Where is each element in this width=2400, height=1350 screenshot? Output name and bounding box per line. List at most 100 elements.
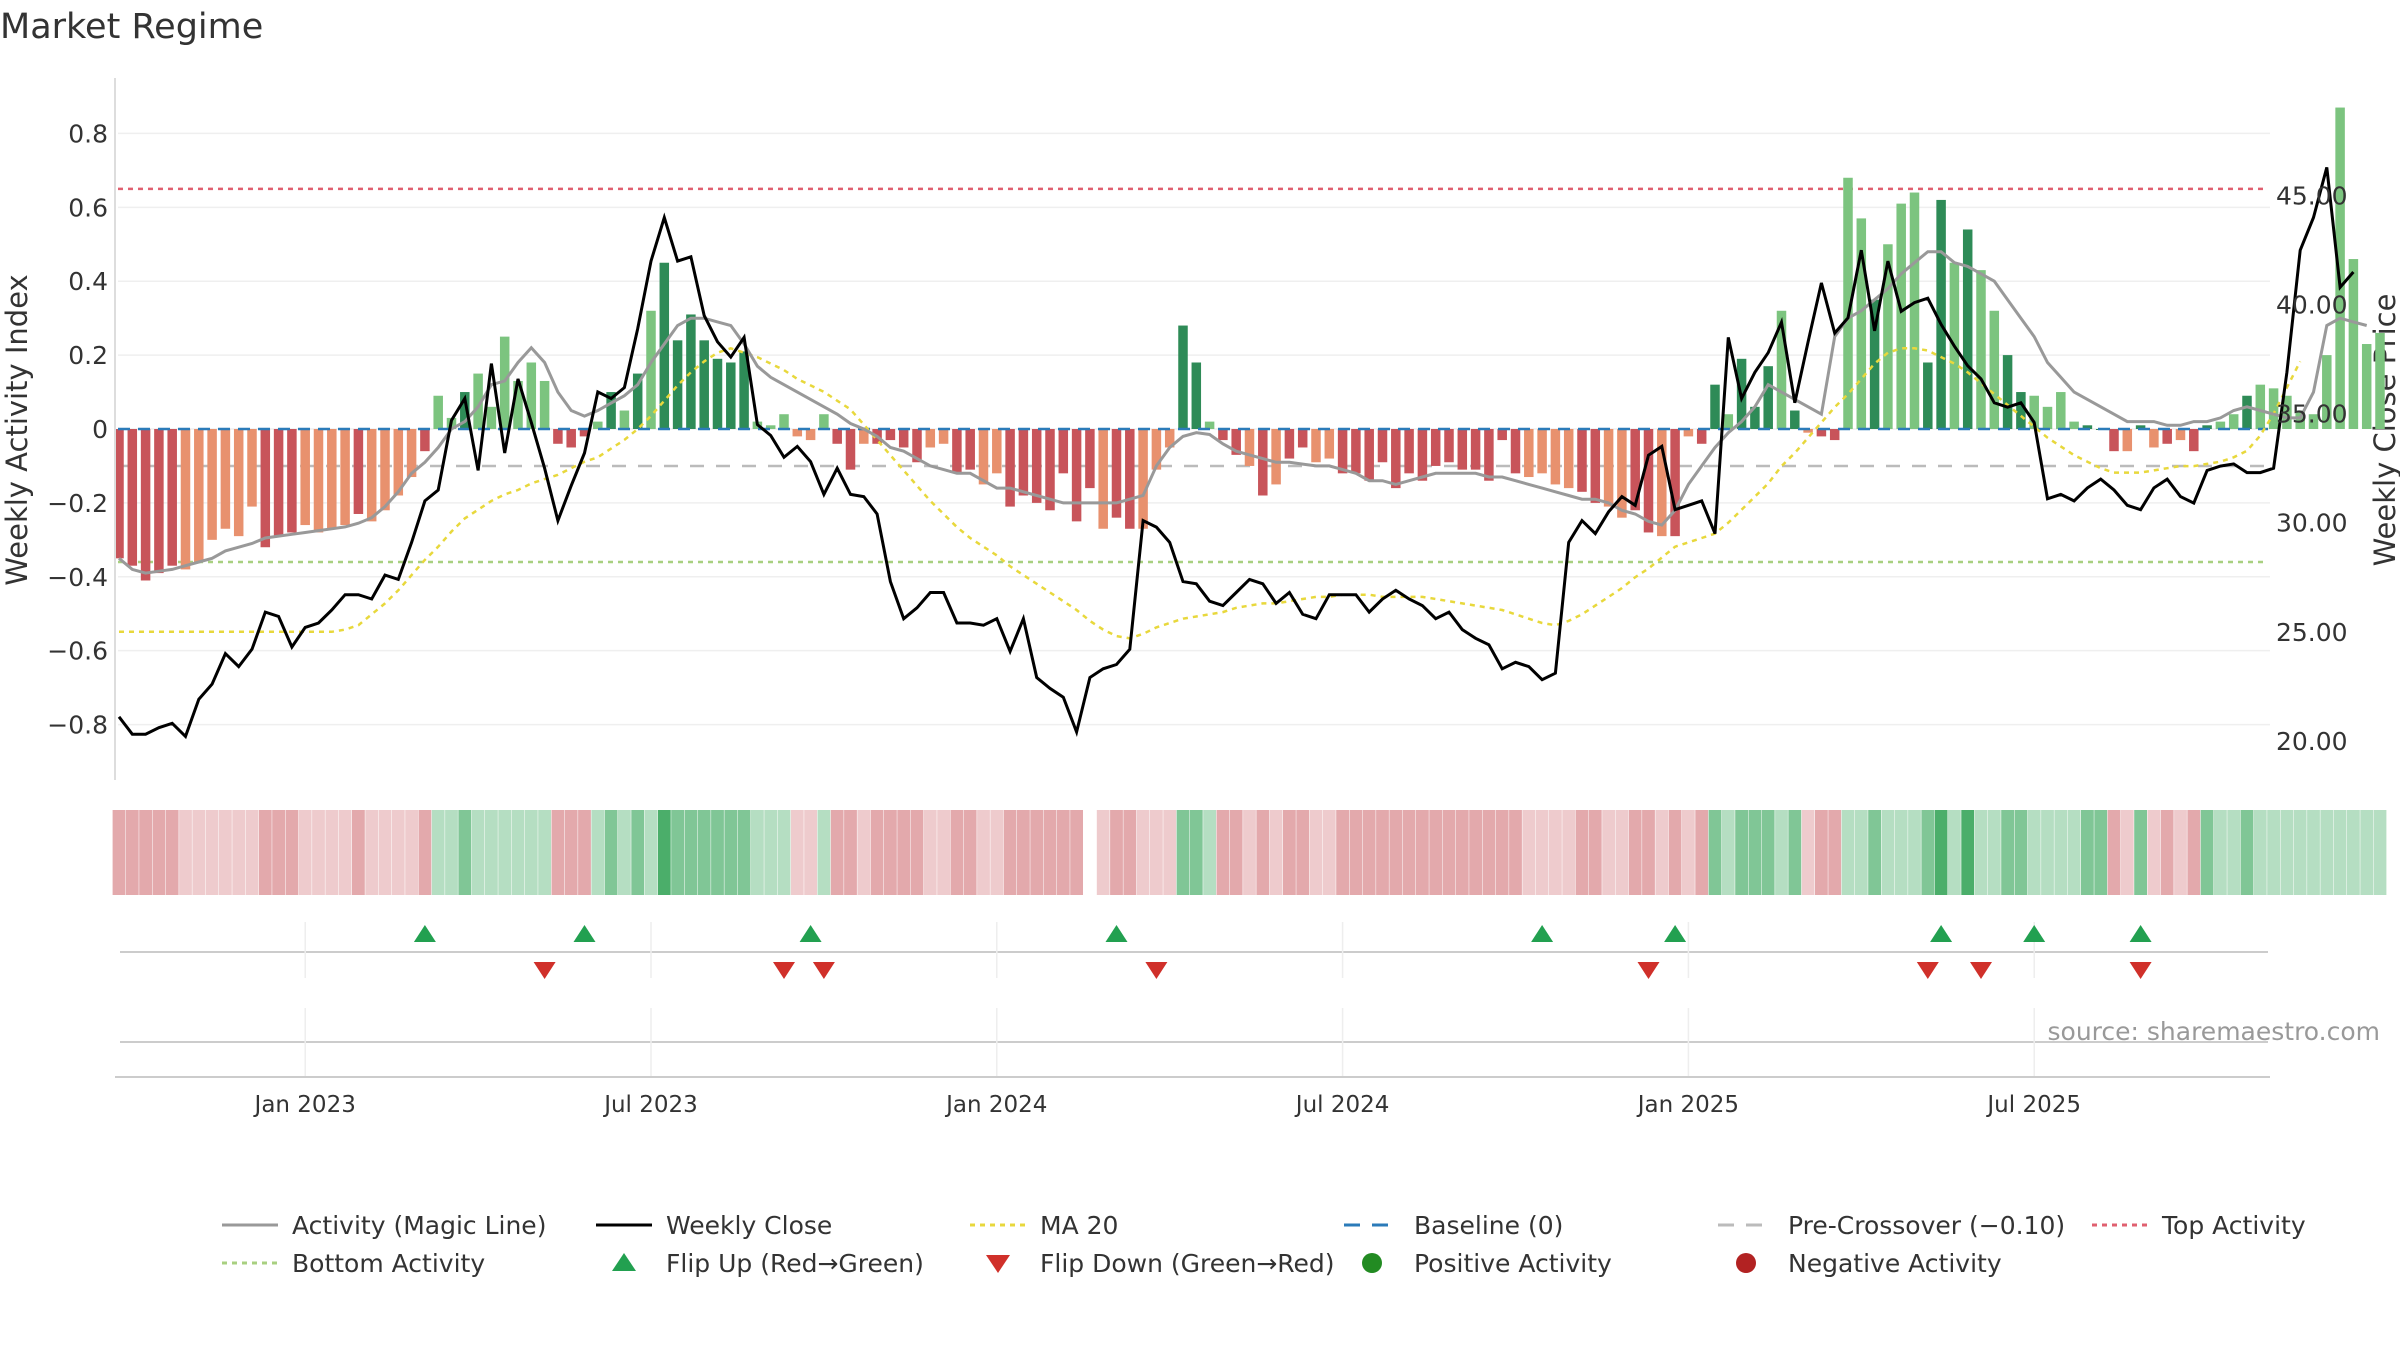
activity-bar [1803,429,1813,433]
activity-bar [1976,270,1986,429]
heatmap-cell [1562,810,1576,895]
heatmap-cell [471,810,485,895]
heatmap-cell [1216,810,1230,895]
x-tick-label: Jul 2023 [602,1092,698,1118]
activity-bar [2308,414,2319,429]
activity-bar [1324,429,1335,459]
activity-bar [1191,362,1202,429]
activity-bar [1444,429,1454,463]
activity-bar [912,429,922,463]
heatmap-cell [711,810,724,895]
activity-bar [1337,429,1348,474]
activity-bar [1524,429,1534,478]
activity-bar [2016,392,2026,429]
heatmap-cell [897,810,911,895]
heatmap-cell [2041,810,2054,895]
heatmap-cell [1176,810,1190,895]
activity-bar [553,429,563,444]
activity-bar [1590,429,1601,503]
heatmap-cell [2160,810,2174,895]
activity-bar [845,429,856,470]
heatmap-cell [1336,810,1349,895]
activity-bar [2282,395,2292,429]
activity-bar [2029,395,2039,429]
heatmap-cell [1801,810,1815,895]
activity-bar [2175,429,2186,441]
activity-bar [1603,429,1614,507]
heatmap-cell [1495,810,1509,895]
activity-bar [1909,192,1920,429]
activity-bar [632,373,643,429]
heatmap-cell [2054,810,2068,895]
heatmap-cell [258,810,272,895]
activity-bar [1563,429,1574,489]
heatmap-cell [1203,810,1216,895]
legend-item: Flip Up (Red→Green) [612,1249,924,1278]
heatmap-cell [1602,810,1615,895]
heatmap-cell [751,810,764,895]
heatmap-cell [1123,810,1137,895]
heatmap-cell [2134,810,2147,895]
legend-item: Bottom Activity [222,1249,485,1278]
activity-bar [140,429,151,581]
activity-bar [1258,429,1268,496]
heatmap-cell [511,810,525,895]
activity-bar [1218,429,1228,441]
activity-bar [1843,177,1853,429]
activity-bar [1071,429,1082,522]
legend-label: Positive Activity [1414,1249,1612,1278]
heatmap-cell [1322,810,1336,895]
activity-bar [2189,429,2199,452]
activity-bar [1510,429,1521,474]
activity-bar [1537,429,1547,474]
activity-bar [1311,429,1321,463]
heatmap-cell [205,810,219,895]
heatmap-cell [2307,810,2320,895]
heatmap-cell [1721,810,1735,895]
heatmap-cell [777,810,791,895]
heatmap-cell [884,810,897,895]
activity-bar [646,310,656,429]
heatmap-cell [285,810,299,895]
heatmap-cell [365,810,379,895]
heatmap-cell [2067,810,2081,895]
heatmap-cell [219,810,232,895]
right-tick-label: 40.00 [2276,291,2348,320]
activity-bar [1018,429,1029,496]
heatmap-cell [2147,810,2161,895]
activity-bar [965,429,975,470]
activity-bar [593,421,603,429]
legend-label: Activity (Magic Line) [292,1211,546,1240]
activity-bar [1404,429,1414,474]
legend-swatch [612,1253,636,1271]
legend-label: Negative Activity [1788,1249,2002,1278]
heatmap-cell [418,810,432,895]
legend-swatch [1362,1253,1382,1273]
activity-bar [1923,362,1933,429]
heatmap-cell [1841,810,1855,895]
left-tick-label: 0.8 [68,119,108,148]
regime-heatmap-strip [112,810,2387,895]
activity-bar [233,429,244,537]
heatmap-cell [338,810,352,895]
heatmap-cell [2227,810,2241,895]
activity-bar [287,429,297,533]
activity-bar [1284,429,1295,459]
activity-bar [1151,429,1162,470]
heatmap-cell [2360,810,2374,895]
reference-lines [118,187,2268,564]
flip-markers [413,925,2152,979]
activity-bar [952,429,962,474]
activity-bar [859,429,869,444]
activity-bar [606,392,616,429]
activity-bar [2202,425,2212,429]
activity-bar [180,429,191,570]
activity-bar [1896,203,1906,429]
heatmap-cell [1389,810,1403,895]
heatmap-cell [923,810,937,895]
legend: Activity (Magic Line) Weekly Close MA 20 Ba… [222,1211,2306,1278]
legend-item: Baseline (0) [1344,1211,1563,1240]
heatmap-cell [1269,810,1283,895]
heatmap-cell [1482,810,1496,895]
activity-bar [1377,429,1388,463]
